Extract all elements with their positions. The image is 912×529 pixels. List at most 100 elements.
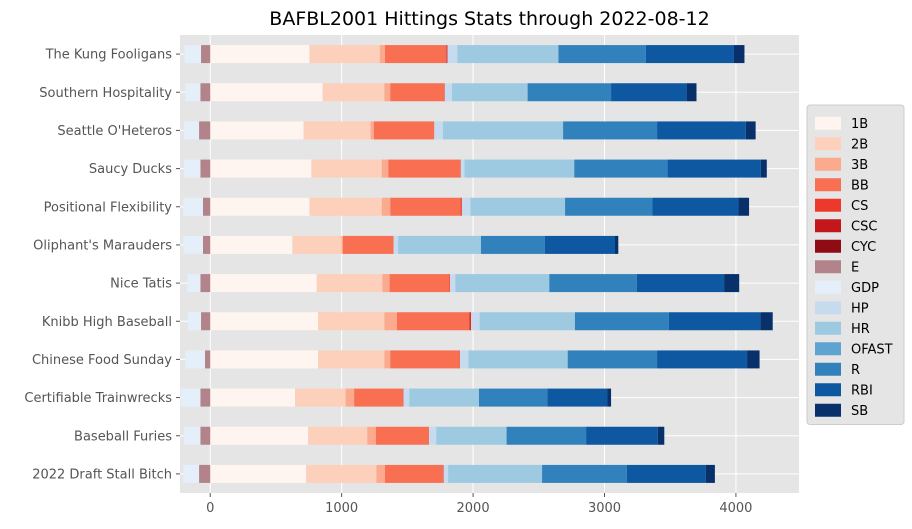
bar-segment-3b [384,83,391,102]
bar-segment-gdp [184,45,202,64]
bar-segment-cs [459,159,461,178]
bar-segment-r [574,159,668,178]
bar-segment-2b [294,388,346,407]
bar-segment-3b [367,426,376,445]
bar-segment-rbi [657,121,746,140]
y-tick-label: Saucy Ducks [89,162,172,177]
bar-segment-hp [393,235,399,254]
bar-segment-1b [210,274,317,293]
chart-title: BAFBL2001 Hittings Stats through 2022-08… [269,8,709,30]
bar-segment-csc [470,312,472,331]
bar-segment-sb [745,121,756,140]
bar-segment-bb [375,426,430,445]
bar-segment-rbi [667,159,761,178]
legend-label-csc: CSC [851,219,877,234]
x-tick-label: 4000 [719,501,752,516]
legend-swatch-cs [815,198,841,212]
bar-segment-sb [686,83,697,102]
bar-segment-bb [385,464,443,483]
bar-segment-rbi [652,197,739,216]
bar-segment-2b [306,464,377,483]
bar-segment-bb [342,235,394,254]
bar-segment-r [480,235,545,254]
bar-segment-cs [469,312,471,331]
bar-segment-3b [341,235,343,254]
bar-segment-rbi [544,235,616,254]
bar-segment-r [549,274,637,293]
bar-segment-bb [389,274,450,293]
bar-segment-sb [747,350,760,369]
bar-segment-gdp [187,274,201,293]
bar-segment-gdp [185,350,205,369]
y-tick-label: Knibb High Baseball [42,315,172,330]
bar-segment-hr [468,350,568,369]
bar-segment-3b [381,159,389,178]
bar-segment-cs [446,45,447,64]
plot-area-background [180,35,799,493]
y-tick-label: Seattle O'Heteros [57,124,172,139]
bar-segment-sb [738,197,750,216]
y-tick-labels: The Kung Fooligans Southern Hospitality Se… [24,48,180,482]
legend-label-3b: 3B [851,158,868,173]
bar-segment-hp [459,350,469,369]
y-tick-label: Positional Flexibility [44,200,173,215]
bar-segment-r [506,426,587,445]
legend-swatch-gdp [815,280,841,294]
y-tick-label: Chinese Food Sunday [32,353,172,368]
legend-swatch-ofast [815,342,841,356]
bar-segment-rbi [668,312,761,331]
bar-segment-e [199,121,211,140]
bar-segment-gdp [183,464,200,483]
bar-segment-r [527,83,612,102]
bar-segment-hr [457,45,559,64]
bar-segment-3b [370,121,374,140]
bar-segment-2b [317,350,385,369]
x-tick-label: 1000 [325,501,358,516]
bar-segment-cs [449,274,451,293]
bar-segment-hp [461,197,471,216]
bar-segment-sb [607,388,612,407]
bar-segment-e [201,45,211,64]
bar-segment-gdp [183,235,203,254]
legend-swatch-1b [815,116,841,130]
bar-segment-r [563,121,658,140]
bar-segment-3b [345,388,355,407]
bar-segment-hp [434,121,443,140]
bars-group [180,45,773,483]
bar-segment-bb [354,388,403,407]
bar-segment-1b [210,159,312,178]
bar-segment-cs [444,83,445,102]
bar-segment-r [574,312,669,331]
bar-segment-hr [442,121,564,140]
bar-segment-bb [396,312,470,331]
y-tick-label: Baseball Furies [74,429,172,444]
bar-segment-cs [459,350,460,369]
bar-segment-hr [455,274,550,293]
legend-swatch-rbi [815,383,841,397]
bar-segment-rbi [657,350,748,369]
legend-label-ofast: OFAST [851,342,893,357]
bar-segment-cs [402,388,404,407]
bar-segment-gdp [183,159,201,178]
bar-segment-bb [390,350,460,369]
legend-swatch-bb [815,178,841,192]
bar-segment-2b [309,197,382,216]
bar-segment-csc [446,45,448,64]
legend-label-bb: BB [851,178,869,193]
bar-segment-hr [448,464,543,483]
legend-label-gdp: GDP [851,281,879,296]
legend-label-1b: 1B [851,117,868,132]
legend-label-sb: SB [851,404,868,419]
bar-segment-3b [376,464,386,483]
bar-segment-1b [210,45,310,64]
bar-segment-hr [409,388,479,407]
bar-segment-sb [705,464,715,483]
bar-segment-rbi [611,83,687,102]
legend-label-2b: 2B [851,137,868,152]
legend-label-r: R [851,363,860,378]
bar-segment-3b [382,274,390,293]
bar-segment-e [199,464,211,483]
bar-segment-r [565,197,653,216]
legend-label-e: E [851,260,859,275]
bar-segment-e [200,159,211,178]
